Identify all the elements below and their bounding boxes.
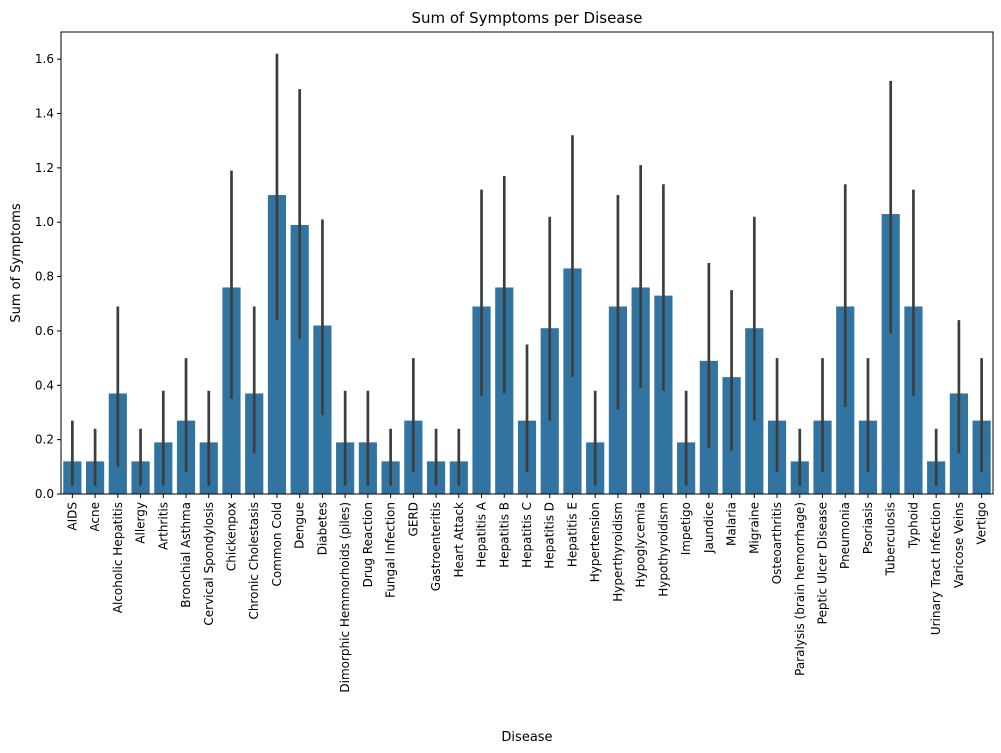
- y-tick-label: 1.2: [35, 161, 54, 175]
- x-tick-label: Hepatitis C: [520, 502, 534, 568]
- x-tick-label: Hepatitis D: [543, 502, 557, 569]
- bar-25: [631, 287, 650, 494]
- x-tick-label: Vertigo: [975, 502, 989, 545]
- y-tick-label: 1.0: [35, 215, 54, 229]
- x-tick-label: Osteoarthritis: [770, 502, 784, 584]
- bar-26: [654, 295, 673, 494]
- x-tick-label: GERD: [406, 502, 420, 536]
- bar-37: [904, 306, 923, 494]
- x-tick-label: Allergy: [134, 502, 148, 544]
- x-tick-label: Hypertension: [588, 502, 602, 582]
- y-tick-label: 0.8: [35, 270, 54, 284]
- x-tick-label: Typhoid: [906, 502, 920, 549]
- y-tick-label: 1.6: [35, 52, 54, 66]
- x-tick-label: Migraine: [747, 502, 761, 554]
- x-tick-label: Common Cold: [270, 502, 284, 587]
- y-tick-label: 0.4: [35, 378, 54, 392]
- x-tick-label: AIDS: [65, 502, 79, 531]
- x-tick-label: Peptic Ulcer Disease: [816, 502, 830, 624]
- x-tick-label: Drug Reaction: [361, 502, 375, 587]
- x-tick-label: Jaundice: [702, 502, 716, 554]
- x-tick-label: Hepatitis E: [565, 502, 579, 567]
- x-tick-label: Diabetes: [315, 502, 329, 555]
- chart-title: Sum of Symptoms per Disease: [411, 9, 642, 27]
- bar-22: [563, 268, 582, 494]
- x-tick-label: Acne: [88, 502, 102, 532]
- x-tick-label: Dengue: [293, 502, 307, 549]
- x-axis-title: Disease: [501, 730, 552, 745]
- y-tick-label: 0.6: [35, 324, 54, 338]
- x-tick-label: Pneumonia: [838, 502, 852, 569]
- x-tick-label: Chickenpox: [224, 502, 238, 571]
- bars-layer: [63, 195, 991, 495]
- x-tick-label: Paralysis (brain hemorrhage): [793, 502, 807, 676]
- y-tick-label: 1.4: [35, 107, 54, 121]
- y-tick-label: 0.0: [35, 487, 54, 501]
- x-tick-label: Cervical Spondylosis: [202, 502, 216, 626]
- bar-36: [881, 214, 900, 495]
- x-tick-label: Urinary Tract Infection: [929, 502, 943, 635]
- x-tick-label: Tuberculosis: [884, 502, 898, 577]
- bar-10: [290, 224, 309, 494]
- y-axis-title: Sum of Symptoms: [9, 203, 24, 323]
- y-axis: 0.0 0.2 0.4 0.6 0.8 1.0 1.2 1.4 1.6: [35, 52, 61, 501]
- x-tick-label: Hypoglycemia: [634, 502, 648, 588]
- x-tick-label: Dimorphic Hemmorhoids (piles): [338, 502, 352, 693]
- x-tick-label: Hyperthyroidism: [611, 502, 625, 602]
- x-tick-label: Chronic Cholestasis: [247, 502, 261, 620]
- x-tick-label: Varicose Veins: [952, 502, 966, 588]
- x-tick-label: Malaria: [725, 502, 739, 546]
- x-tick-label: Impetigo: [679, 502, 693, 555]
- bar-9: [267, 195, 287, 494]
- x-tick-label: Fungal Infection: [384, 502, 398, 598]
- x-tick-label: Arthritis: [156, 502, 170, 550]
- x-axis: AIDS Acne Alcoholic Hepatitis Allergy Arthri…: [65, 494, 989, 693]
- x-tick-label: Gastroenteritis: [429, 502, 443, 591]
- errorbars-layer: [71, 53, 983, 486]
- x-tick-label: Alcoholic Hepatitis: [111, 502, 125, 613]
- x-tick-label: Hypothyroidism: [656, 502, 670, 597]
- x-tick-label: Bronchial Asthma: [179, 502, 193, 608]
- bar-18: [472, 306, 491, 494]
- x-tick-label: Psoriasis: [861, 502, 875, 554]
- x-tick-label: Hepatitis B: [497, 502, 511, 568]
- x-tick-label: Heart Attack: [452, 502, 466, 578]
- y-tick-label: 0.2: [35, 433, 54, 447]
- x-tick-label: Hepatitis A: [475, 501, 489, 568]
